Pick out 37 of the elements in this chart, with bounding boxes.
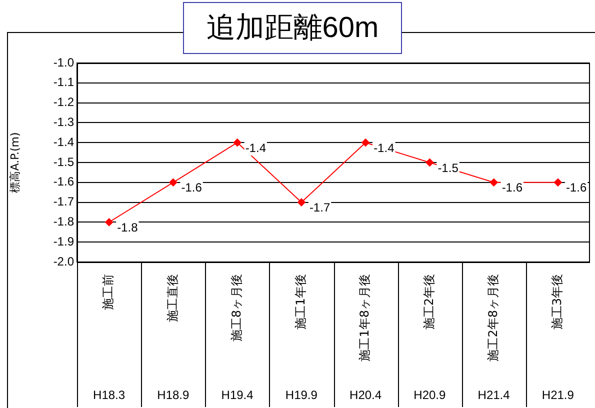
y-tick-label: -1.7	[53, 194, 74, 209]
point	[426, 158, 434, 166]
category-label: 施工1年8ヶ月後 H20.4	[350, 274, 382, 402]
data-label: -1.7	[309, 200, 330, 215]
point	[297, 198, 306, 206]
y-tick-label: -1.5	[53, 154, 74, 169]
y-tick-label: -2.0	[53, 254, 74, 268]
point	[169, 178, 178, 186]
chart-title: 追加距離60m	[183, 2, 402, 54]
point	[554, 178, 562, 186]
data-label: -1.5	[438, 160, 459, 175]
data-label: -1.6	[566, 180, 587, 195]
point	[362, 138, 370, 147]
point	[105, 218, 114, 226]
y-tick-label: -1.9	[53, 234, 74, 248]
data-label: -1.4	[374, 140, 395, 155]
y-tick-label: -1.1	[53, 75, 74, 90]
data-label: -1.8	[117, 220, 138, 235]
y-tick-label: -1.4	[53, 134, 74, 149]
category-label: 施工直後 H18.9	[157, 274, 190, 402]
category-label: 施工前 H18.3	[93, 274, 126, 402]
y-tick-label: -1.3	[53, 115, 74, 130]
y-axis-title: 標高A.P.(m)	[8, 132, 22, 193]
category-label: 施工8ヶ月後 H19.4	[221, 274, 254, 402]
category-label: 施工2年後 H20.9	[414, 274, 446, 402]
y-tick-label: -1.6	[53, 174, 74, 189]
point	[490, 178, 498, 186]
category-label: 施工2年8ヶ月後 H21.4	[478, 274, 510, 402]
y-tick-label: -1.0	[53, 55, 74, 70]
data-label: -1.6	[502, 180, 523, 195]
data-label: -1.6	[181, 180, 202, 195]
y-tick-label: -1.2	[53, 95, 74, 110]
y-tick-label: -1.8	[53, 214, 74, 229]
data-label: -1.4	[245, 140, 266, 155]
category-label: 施工1年後 H19.9	[285, 274, 318, 402]
point	[233, 138, 242, 147]
category-label: 施工3年後 H21.9	[542, 274, 574, 402]
